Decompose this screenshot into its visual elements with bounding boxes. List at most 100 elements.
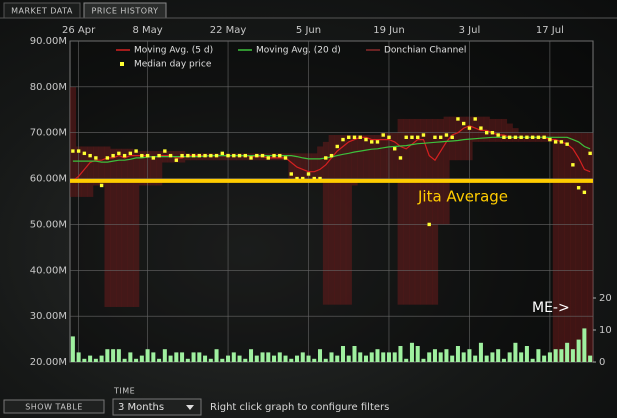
- median-dot: [329, 153, 334, 158]
- channel-segment: [414, 118, 421, 305]
- dropdown-value: 3 Months: [118, 402, 164, 413]
- volume-bar: [392, 352, 397, 362]
- volume-bar: [404, 358, 409, 362]
- volume-bar: [231, 352, 236, 362]
- channel-segment: [156, 151, 163, 186]
- median-dot: [122, 153, 127, 158]
- median-dot: [174, 158, 179, 162]
- channel-segment: [299, 153, 306, 179]
- volume-bar: [249, 349, 254, 362]
- y-tick-label: 80.00M: [30, 82, 67, 93]
- channel-segment: [219, 153, 226, 161]
- channel-segment: [455, 116, 462, 161]
- volume-bar: [208, 358, 213, 362]
- volume-bar: [266, 352, 271, 362]
- channel-segment: [138, 151, 146, 186]
- channel-segment: [570, 132, 577, 362]
- y2-tick-label: 0: [599, 357, 605, 368]
- median-dot: [145, 153, 150, 158]
- volume-bar: [191, 352, 196, 362]
- channel-segment: [409, 118, 416, 305]
- y-tick-label: 40.00M: [30, 265, 67, 276]
- median-dot: [548, 137, 552, 142]
- median-dot: [542, 135, 546, 139]
- median-dot: [513, 135, 518, 139]
- volume-bar: [157, 358, 162, 362]
- median-dot: [232, 153, 236, 158]
- volume-bar: [323, 358, 328, 362]
- median-dot: [576, 186, 581, 190]
- x-tick-label: 3 Jul: [459, 25, 481, 36]
- median-dot: [191, 153, 196, 158]
- volume-bar: [375, 349, 380, 362]
- channel-segment: [501, 118, 508, 142]
- channel-segment: [460, 116, 467, 161]
- volume-bar: [243, 358, 248, 362]
- channel-segment: [575, 132, 582, 362]
- volume-bar: [484, 355, 489, 362]
- median-dot: [370, 140, 374, 144]
- median-dot: [490, 131, 495, 135]
- median-dot: [312, 176, 316, 181]
- median-dot: [318, 176, 322, 181]
- median-dot: [111, 153, 115, 158]
- median-dot: [381, 133, 385, 137]
- y-tick-label: 60.00M: [30, 174, 67, 185]
- median-dot: [582, 190, 587, 195]
- channel-segment: [98, 146, 105, 186]
- channel-segment: [150, 151, 157, 186]
- volume-bar: [478, 342, 483, 362]
- volume-bar: [214, 349, 219, 362]
- reference-label: Jita Average: [417, 187, 508, 205]
- median-dot: [341, 137, 345, 142]
- volume-bar: [559, 349, 564, 362]
- channel-segment: [391, 132, 398, 179]
- volume-bar: [340, 346, 346, 362]
- time-dropdown[interactable]: [112, 398, 202, 416]
- x-tick-label: 26 Apr: [62, 25, 96, 36]
- channel-segment: [328, 135, 335, 305]
- median-dot: [197, 153, 202, 158]
- median-dot: [387, 135, 391, 139]
- volume-bar: [88, 355, 93, 362]
- volume-bar: [438, 352, 443, 362]
- tab-label: PRICE HISTORY: [92, 7, 159, 16]
- median-dot: [473, 117, 477, 121]
- volume-bar: [421, 358, 426, 362]
- legend-label: Moving Avg. (5 d): [134, 46, 213, 56]
- show-table-button[interactable]: [3, 399, 105, 414]
- median-dot: [237, 153, 242, 158]
- median-dot: [484, 131, 489, 135]
- legend-label: Donchian Channel: [384, 46, 466, 56]
- volume-bar: [542, 355, 547, 362]
- median-dot: [553, 140, 558, 144]
- volume-bar: [536, 349, 541, 362]
- channel-segment: [340, 135, 347, 305]
- volume-bar: [312, 358, 317, 362]
- volume-bar: [105, 349, 110, 362]
- volume-bar: [444, 349, 449, 362]
- channel-segment: [437, 118, 444, 225]
- channel-segment: [552, 132, 559, 362]
- volume-bar: [530, 358, 535, 362]
- volume-bar: [145, 349, 150, 362]
- legend-label: Moving Avg. (20 d): [256, 46, 341, 56]
- median-dot: [151, 156, 156, 160]
- channel-segment: [432, 118, 439, 305]
- median-dot: [456, 117, 460, 121]
- volume-bar: [415, 346, 420, 362]
- channel-segment: [104, 146, 111, 307]
- legend-label: Median day price: [134, 60, 212, 70]
- volume-bar: [128, 352, 133, 362]
- median-dot: [352, 135, 357, 139]
- channel-segment: [397, 118, 404, 305]
- volume-bar: [174, 352, 179, 362]
- median-dot: [157, 153, 161, 158]
- volume-bar: [369, 352, 374, 362]
- median-dot: [168, 153, 173, 158]
- median-dot: [433, 135, 437, 139]
- tab-label: MARKET DATA: [11, 7, 73, 16]
- volume-bar: [346, 355, 351, 362]
